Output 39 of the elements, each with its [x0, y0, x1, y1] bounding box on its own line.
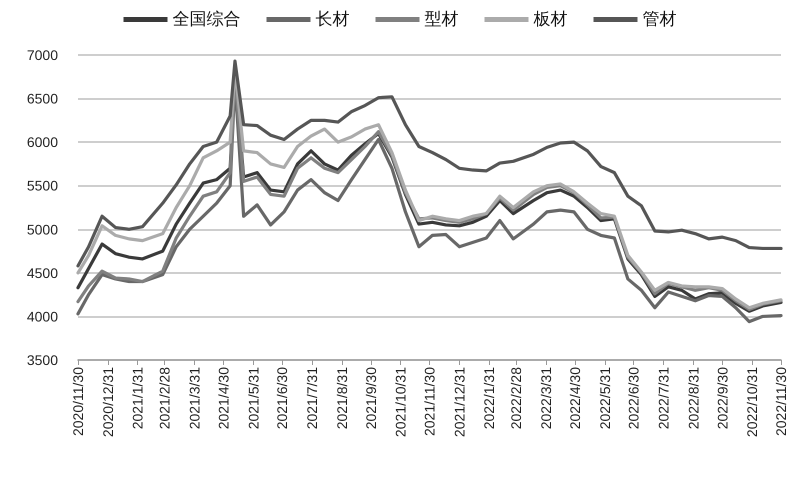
legend-label: 长材 [316, 10, 350, 30]
x-tick-label: 2022/9/30 [714, 366, 730, 430]
x-tick-label: 2022/8/31 [685, 366, 702, 430]
x-tick-label: 2022/5/31 [596, 366, 613, 430]
x-tick-label: 2020/12/31 [100, 366, 116, 438]
legend-label: 板材 [532, 10, 568, 30]
y-tick-label: 5000 [26, 221, 58, 238]
x-tick-label: 2021/4/30 [215, 366, 232, 430]
y-tick-label: 6500 [26, 90, 58, 107]
x-tick-label: 2021/11/30 [422, 366, 438, 436]
x-tick-label: 2020/11/30 [70, 366, 86, 436]
y-tick-label: 4500 [26, 264, 58, 281]
y-tick-label: 5500 [26, 178, 58, 194]
legend-label: 全国综合 [172, 10, 240, 30]
x-tick-label: 2022/3/31 [538, 366, 554, 430]
x-tick-label: 2021/6/30 [274, 366, 290, 430]
y-tick-label: 7000 [26, 47, 58, 63]
x-tick-label: 2021/10/31 [392, 366, 409, 438]
legend-label: 管材 [642, 10, 676, 30]
x-tick-label: 2022/4/30 [566, 366, 583, 430]
x-tick-label: 2022/7/31 [656, 366, 672, 430]
x-tick-label: 2021/3/31 [186, 366, 203, 430]
y-tick-label: 3500 [26, 352, 58, 368]
y-tick-label: 4000 [26, 308, 58, 324]
x-tick-label: 2021/2/28 [156, 366, 173, 430]
x-tick-label: 2021/12/31 [451, 366, 468, 438]
x-tick-label: 2022/11/30 [773, 366, 789, 436]
x-tick-label: 2022/1/31 [481, 366, 498, 430]
x-tick-label: 2022/10/31 [744, 366, 760, 438]
x-tick-label: 2021/1/31 [130, 366, 146, 430]
line-series [76, 60, 783, 268]
y-tick-label: 6000 [26, 134, 58, 150]
x-tick-label: 2022/6/30 [626, 366, 642, 430]
x-tick-label: 2021/5/31 [245, 366, 262, 430]
legend-label: 型材 [424, 10, 458, 30]
x-tick-label: 2021/7/31 [304, 366, 320, 430]
x-tick-label: 2021/9/30 [362, 366, 379, 430]
x-tick-label: 2021/8/31 [334, 366, 350, 430]
x-tick-label: 2022/2/28 [508, 366, 524, 430]
